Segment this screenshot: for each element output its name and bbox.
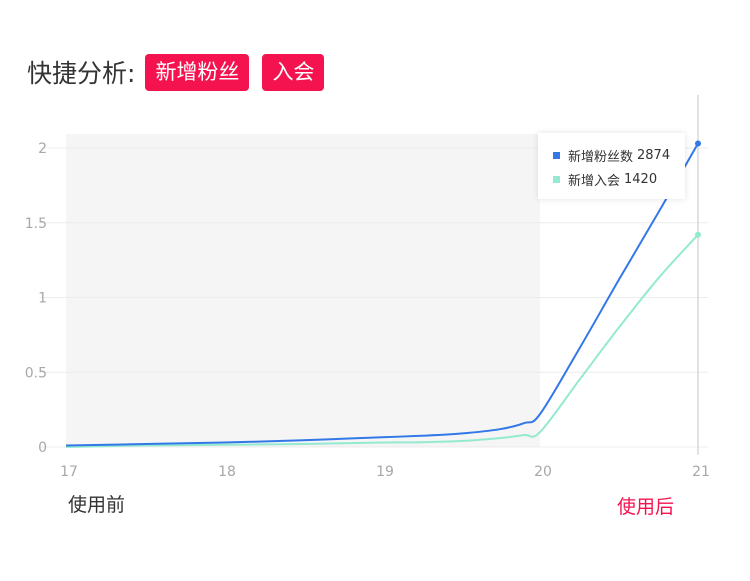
legend-swatch-fans [553, 152, 560, 159]
before-period-region [66, 134, 540, 447]
quick-analysis-label: 快捷分析: [27, 59, 136, 88]
legend-value-join: 1420 [624, 172, 658, 187]
series-line [65, 234, 699, 448]
caption-after-use: 使用后 [617, 496, 675, 518]
series-line [65, 143, 699, 447]
x-tick-label: 18 [218, 464, 236, 480]
legend-value-fans: 2874 [637, 148, 671, 163]
legend-item-join: 新增入会 1420 [553, 170, 657, 189]
tag-join-button[interactable]: 入会 [262, 53, 325, 91]
x-tick-label: 21 [692, 464, 710, 480]
legend-item-fans: 新增粉丝数 2874 [553, 146, 670, 165]
series-end-point [695, 231, 701, 238]
x-tick-label: 17 [60, 464, 78, 480]
quick-analysis-header: 快捷分析: 新增粉丝 入会 [27, 53, 337, 91]
caption-before-use: 使用前 [68, 494, 126, 516]
y-tick-label: 2 [38, 141, 47, 157]
x-tick-label: 19 [376, 464, 394, 480]
y-tick-label: 0 [38, 440, 47, 456]
legend-label-fans: 新增粉丝数 [568, 150, 634, 165]
y-tick-label: 1 [38, 291, 47, 307]
series-end-point [695, 140, 701, 147]
chart-legend: 新增粉丝数 2874 新增入会 1420 [538, 133, 685, 199]
y-tick-label: 0.5 [25, 365, 47, 381]
y-tick-label: 1.5 [25, 216, 47, 232]
x-tick-label: 20 [534, 464, 552, 480]
tag-new-fans-button[interactable]: 新增粉丝 [145, 53, 250, 91]
legend-swatch-join [553, 176, 560, 183]
legend-label-join: 新增入会 [568, 174, 621, 189]
